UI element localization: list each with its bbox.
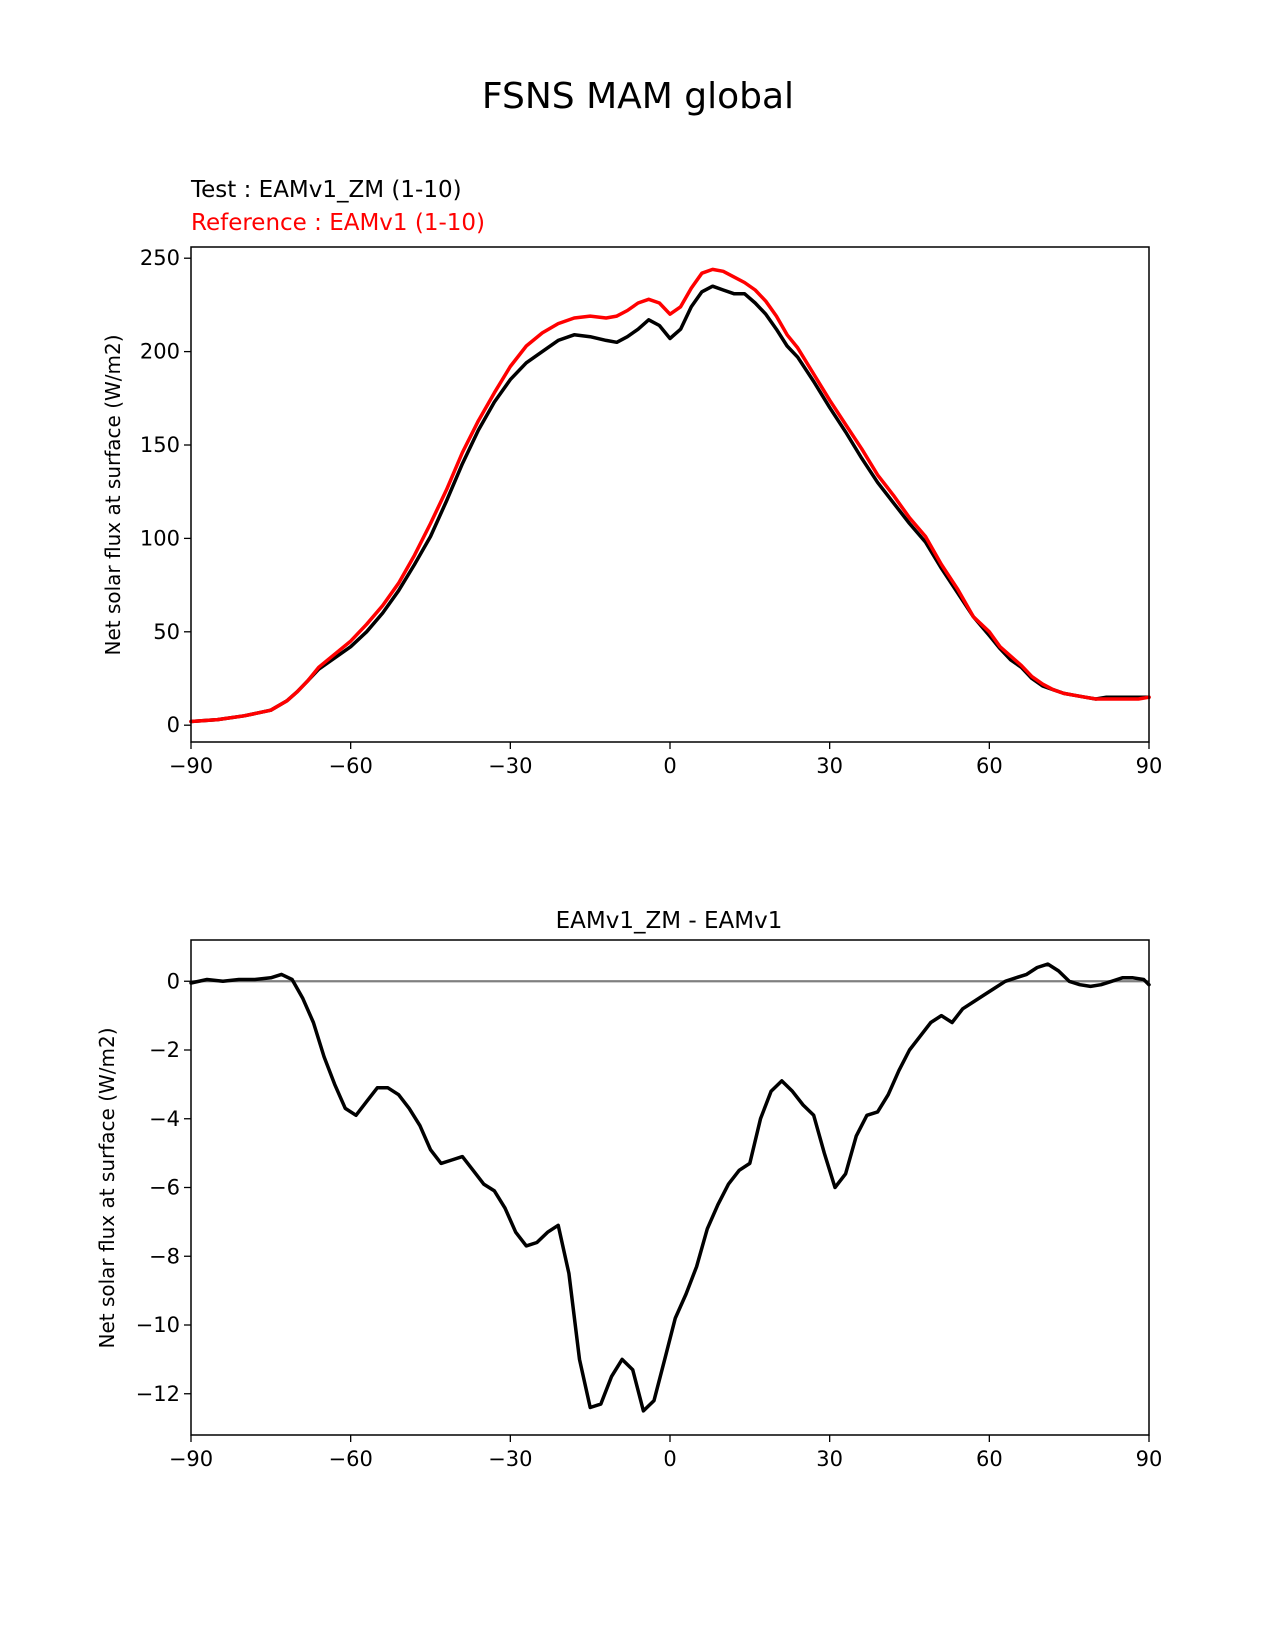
bottom-x-tick-label: −60: [329, 1447, 373, 1471]
bottom-y-tick-label: −12: [136, 1382, 180, 1406]
bottom-y-axis-label: Net solar flux at surface (W/m2): [95, 1027, 119, 1348]
top-y-tick-label: 0: [167, 713, 180, 737]
bottom-y-tick-label: −2: [149, 1038, 180, 1062]
bottom-ticks: −90 −60 −30 0 30 60 90 0 −2 −4 −6 −8 −10 −12: [136, 969, 1163, 1471]
top-y-axis-label: Net solar flux at surface (W/m2): [101, 334, 125, 655]
top-lines: [189, 267, 1151, 724]
top-y-tick-label: 150: [140, 433, 180, 457]
bottom-y-tick-label: −10: [136, 1313, 180, 1337]
bottom-plot-frame: [190, 939, 1150, 1436]
top-x-tick-label: 0: [663, 754, 676, 778]
bottom-x-tick-label: 0: [663, 1447, 676, 1471]
top-x-tick-label: −30: [488, 754, 532, 778]
reference-label: Reference : EAMv1 (1-10): [191, 210, 485, 236]
bottom-x-tick-label: −30: [488, 1447, 532, 1471]
top-x-tick-label: 30: [816, 754, 843, 778]
bottom-x-tick-label: 90: [1136, 1447, 1163, 1471]
top-x-tick-label: 90: [1136, 754, 1163, 778]
top-y-tick-label: 100: [140, 526, 180, 550]
bottom-x-tick-label: −90: [169, 1447, 213, 1471]
figure-title: FSNS MAM global: [482, 76, 794, 117]
top-x-tick-label: −60: [329, 754, 373, 778]
bottom-lines: [189, 962, 1151, 1413]
test-label: Test : EAMv1_ZM (1-10): [190, 177, 462, 203]
top-y-tick-label: 200: [140, 340, 180, 364]
bottom-x-tick-label: 60: [976, 1447, 1003, 1471]
bottom-panel: EAMv1_ZM - EAMv1 Net solar flux at surfa…: [95, 908, 1162, 1471]
top-x-tick-label: −90: [169, 754, 213, 778]
top-y-tick-label: 50: [153, 620, 180, 644]
top-ticks: −90 −60 −30 0 30 60 90 0 50 100 150 200 250: [140, 246, 1162, 778]
bottom-y-tick-label: 0: [167, 969, 180, 993]
top-plot-frame: [190, 246, 1150, 743]
bottom-y-tick-label: −4: [149, 1107, 180, 1131]
difference-title: EAMv1_ZM - EAMv1: [556, 908, 783, 934]
bottom-y-tick-label: −6: [149, 1176, 180, 1200]
top-y-tick-label: 250: [140, 246, 180, 270]
top-series-line-reference: [189, 267, 1151, 724]
bottom-x-tick-label: 30: [816, 1447, 843, 1471]
top-x-tick-label: 60: [976, 754, 1003, 778]
bottom-series-line-difference: [189, 962, 1151, 1413]
top-panel: Test : EAMv1_ZM (1-10) Reference : EAMv1…: [101, 177, 1162, 778]
bottom-y-tick-label: −8: [149, 1244, 180, 1268]
